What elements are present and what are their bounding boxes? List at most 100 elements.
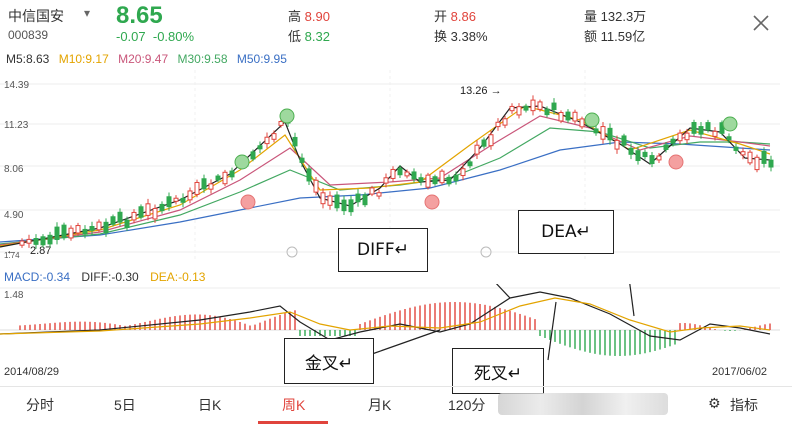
candle xyxy=(26,238,32,244)
buy-signal-marker[interactable] xyxy=(584,112,600,128)
stock-name[interactable]: 中信国安 xyxy=(8,8,64,24)
candle xyxy=(404,171,410,177)
macd-legend: MACD:-0.34 DIFF:-0.30 DEA:-0.13 xyxy=(4,270,213,284)
start-date: 2014/08/29 xyxy=(4,366,60,378)
page-indicator-icons xyxy=(286,246,492,258)
candle xyxy=(642,151,648,158)
candle xyxy=(474,144,480,155)
buy-signal-marker[interactable] xyxy=(279,108,295,124)
candle xyxy=(89,226,95,231)
high-quote: 高 8.90 xyxy=(288,6,330,25)
change-percent: -0.80% xyxy=(152,29,195,44)
candle xyxy=(572,111,578,122)
macd-chart[interactable]: 1.48 xyxy=(0,284,792,366)
buy-signal-marker[interactable] xyxy=(722,116,738,132)
candle xyxy=(229,170,235,178)
candle xyxy=(61,224,67,239)
low-quote: 低 8.32 xyxy=(288,26,330,45)
candle xyxy=(691,122,697,134)
candle xyxy=(411,171,417,180)
turnover-value: 3.38% xyxy=(450,29,488,44)
candle xyxy=(677,132,683,142)
annotation-pointers xyxy=(371,284,635,361)
candle xyxy=(537,101,543,110)
candle xyxy=(488,134,494,147)
candle xyxy=(712,130,718,137)
candle xyxy=(656,155,662,161)
buy-signal-marker[interactable] xyxy=(234,154,250,170)
candle xyxy=(467,161,473,167)
settings-gear-icon[interactable]: ⚙ xyxy=(708,395,721,411)
candle xyxy=(516,106,522,116)
candle xyxy=(124,219,130,228)
candle xyxy=(180,197,186,203)
tab-120min[interactable]: 120分 xyxy=(448,397,486,413)
sell-signal-marker[interactable] xyxy=(424,194,440,210)
tab-weekly-k[interactable]: 周K xyxy=(282,397,306,413)
turnover-label: 换 xyxy=(434,29,448,44)
candle xyxy=(726,136,732,141)
ma5-label: M5:8.63 xyxy=(6,52,50,66)
candle xyxy=(117,211,123,223)
volume-label: 量 xyxy=(584,9,598,24)
close-icon[interactable] xyxy=(750,12,772,34)
candle xyxy=(54,226,60,241)
candle xyxy=(187,190,193,201)
price-change: -0.07 -0.80% xyxy=(116,29,194,44)
ma10-line xyxy=(0,105,771,247)
candle xyxy=(418,177,424,182)
high-value: 8.90 xyxy=(304,9,330,24)
tab-daily-k[interactable]: 日K xyxy=(198,397,222,413)
candlestick-chart[interactable]: 14.39 11.23 8.06 4.90 1.74 2.87 ← 13.26 … xyxy=(0,70,792,270)
low-value: 8.32 xyxy=(304,29,330,44)
tab-monthly-k[interactable]: 月K xyxy=(368,397,392,413)
volume-quote: 量 132.3万 xyxy=(584,6,646,25)
candle xyxy=(761,150,767,164)
candle xyxy=(152,207,158,220)
y-label-3: 8.06 xyxy=(4,164,24,175)
sell-signal-marker[interactable] xyxy=(240,194,256,210)
candle xyxy=(208,183,214,190)
candle xyxy=(747,151,753,164)
candle xyxy=(460,168,466,177)
quote-header: 中信国安 ▾ 000839 8.65 -0.07 -0.80% 高 8.90 低… xyxy=(0,0,792,50)
tab-indicators[interactable]: 指标 xyxy=(730,397,758,413)
candle xyxy=(341,199,347,212)
candle xyxy=(82,228,88,235)
ma10-label: M10:9.17 xyxy=(58,52,109,66)
candle xyxy=(502,118,508,126)
candle xyxy=(334,194,340,209)
candle xyxy=(705,122,711,131)
candle xyxy=(47,234,53,245)
candle xyxy=(348,199,354,213)
candle xyxy=(362,194,368,206)
chevron-down-icon[interactable]: ▾ xyxy=(84,6,91,20)
candle xyxy=(614,139,620,150)
diff-value: DIFF:-0.30 xyxy=(81,270,139,284)
high-label: 高 xyxy=(288,9,302,24)
diff-line xyxy=(0,291,771,341)
candle xyxy=(754,156,760,171)
candle xyxy=(698,126,704,135)
candle xyxy=(215,175,221,181)
candle xyxy=(509,105,515,112)
candle xyxy=(264,136,270,145)
macd-value: MACD:-0.34 xyxy=(4,270,71,284)
candle xyxy=(278,121,284,126)
candle xyxy=(649,155,655,165)
candle xyxy=(425,174,431,188)
candle xyxy=(558,112,564,122)
candle xyxy=(600,126,606,140)
sell-signal-marker[interactable] xyxy=(668,154,684,170)
candle xyxy=(397,167,403,176)
candle xyxy=(383,177,389,184)
candle xyxy=(194,181,200,195)
tab-5day[interactable]: 5日 xyxy=(114,397,136,413)
tab-intraday[interactable]: 分时 xyxy=(26,397,54,413)
open-value: 8.86 xyxy=(450,9,476,24)
end-date: 2017/06/02 xyxy=(712,366,768,378)
y-label-1: 14.39 xyxy=(4,80,29,91)
golden-cross-annotation: 金叉↵ xyxy=(284,338,374,384)
candle xyxy=(544,108,550,116)
turnover-quote: 换 3.38% xyxy=(434,26,488,45)
